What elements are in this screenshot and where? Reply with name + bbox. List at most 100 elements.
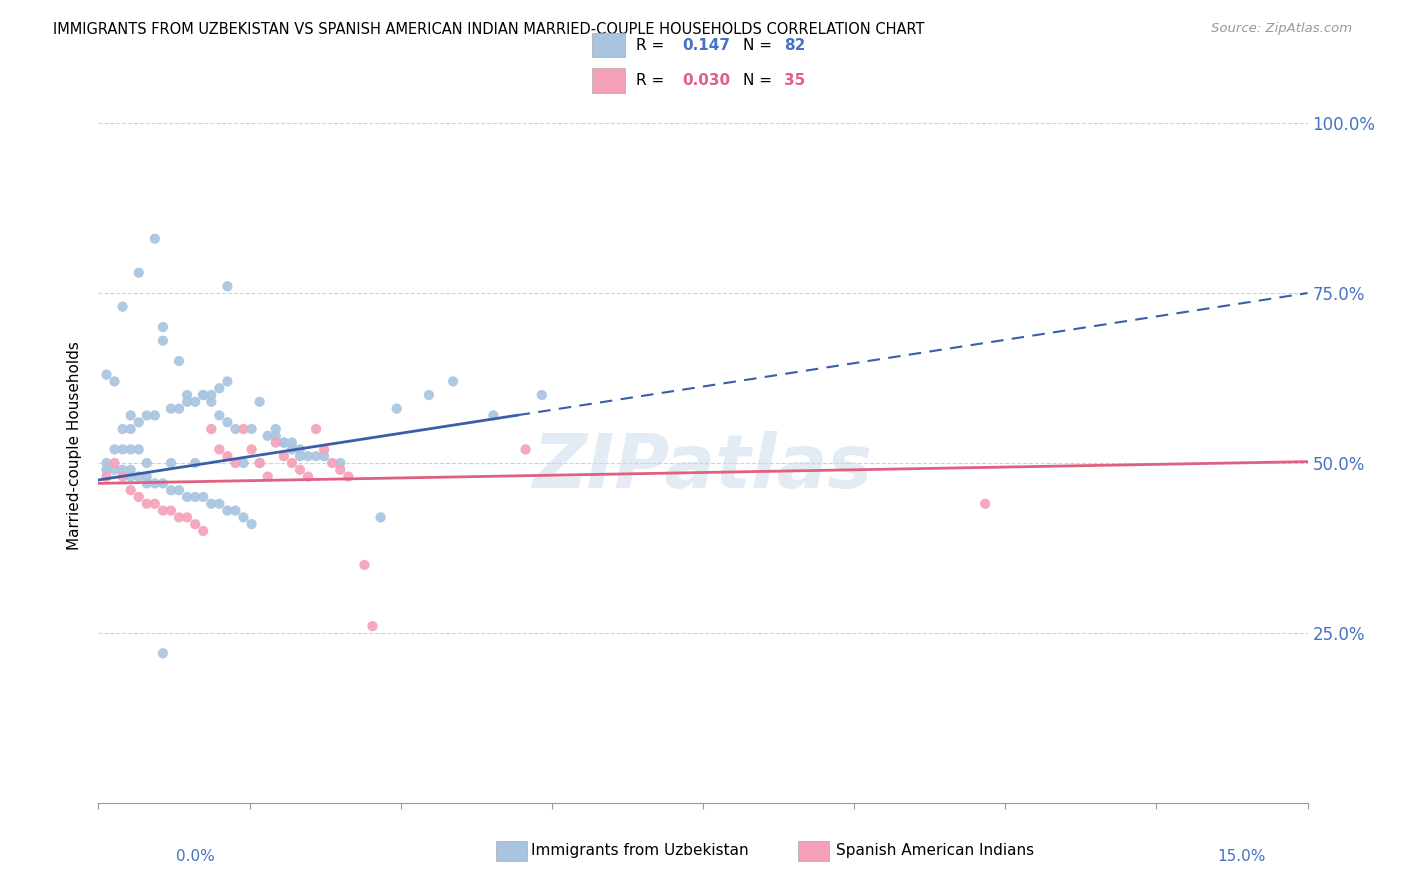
Y-axis label: Married-couple Households: Married-couple Households [67,342,83,550]
Point [264,429,287,443]
Point [224,422,246,436]
Point [128,469,150,483]
Point [135,409,157,423]
Point [273,435,295,450]
Bar [592,33,624,57]
Text: 0.147: 0.147 [682,38,730,53]
Point [111,469,134,483]
Point [385,401,408,416]
Point [143,409,166,423]
Point [120,442,142,457]
Point [370,510,392,524]
Point [176,490,198,504]
Point [224,503,246,517]
Text: Source: ZipAtlas.com: Source: ZipAtlas.com [1212,22,1353,36]
Point [128,266,150,280]
Point [329,463,352,477]
Point [143,476,166,491]
Point [297,469,319,483]
Point [297,449,319,463]
Point [217,375,239,389]
Point [184,517,207,532]
Point [232,456,254,470]
Point [305,422,328,436]
Point [200,497,222,511]
Point [167,401,190,416]
Point [184,490,207,504]
Text: 15.0%: 15.0% [1218,849,1265,864]
Text: N =: N = [742,73,772,88]
Point [103,463,125,477]
Point [160,503,183,517]
Point [232,510,254,524]
Text: Immigrants from Uzbekistan: Immigrants from Uzbekistan [530,844,748,858]
Point [96,368,118,382]
Point [120,409,142,423]
Point [152,476,174,491]
Point [217,415,239,429]
Point [281,456,304,470]
Point [249,394,271,409]
Point [232,422,254,436]
Point [167,510,190,524]
Point [135,497,157,511]
Point [152,334,174,348]
Text: ZIPatlas: ZIPatlas [533,431,873,504]
Point [152,646,174,660]
Point [273,449,295,463]
Point [135,469,157,483]
Point [217,449,239,463]
Point [208,497,231,511]
Point [353,558,375,572]
Point [441,375,464,389]
Point [96,469,118,483]
Point [208,409,231,423]
Point [530,388,553,402]
Point [103,375,125,389]
Point [974,497,997,511]
Point [217,503,239,517]
Point [184,456,207,470]
Point [135,476,157,491]
Point [224,456,246,470]
Point [152,503,174,517]
Point [281,442,304,457]
Point [160,401,183,416]
Point [96,456,118,470]
Text: 35: 35 [783,73,804,88]
Point [418,388,440,402]
Point [103,442,125,457]
Point [176,510,198,524]
Point [128,490,150,504]
Point [111,422,134,436]
Point [128,415,150,429]
Point [288,463,311,477]
Point [193,388,215,402]
Point [314,442,336,457]
Point [111,442,134,457]
Point [120,469,142,483]
Point [103,456,125,470]
Text: 0.030: 0.030 [682,73,730,88]
Text: R =: R = [636,73,664,88]
Point [167,483,190,498]
Point [314,449,336,463]
Point [143,497,166,511]
Point [200,422,222,436]
Point [167,354,190,368]
Point [193,490,215,504]
Point [361,619,384,633]
Text: 0.0%: 0.0% [176,849,215,864]
Text: IMMIGRANTS FROM UZBEKISTAN VS SPANISH AMERICAN INDIAN MARRIED-COUPLE HOUSEHOLDS : IMMIGRANTS FROM UZBEKISTAN VS SPANISH AM… [53,22,925,37]
Point [120,463,142,477]
Point [256,429,278,443]
Point [96,463,118,477]
Point [249,456,271,470]
Point [321,456,343,470]
Point [111,463,134,477]
Point [193,388,215,402]
Point [264,435,287,450]
Point [120,422,142,436]
Point [160,483,183,498]
Point [176,388,198,402]
